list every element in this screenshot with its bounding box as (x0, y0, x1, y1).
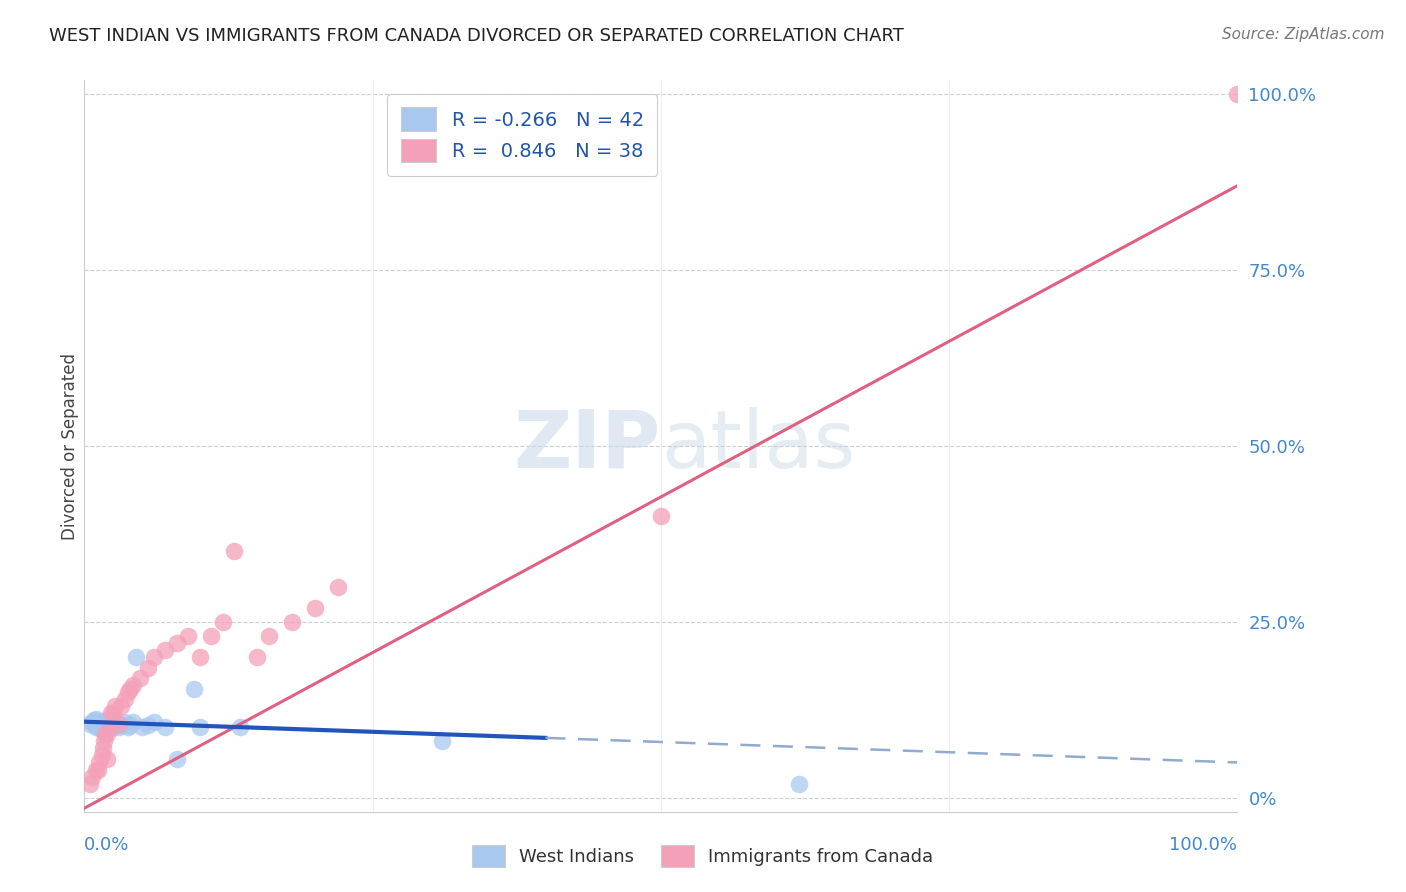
Point (91, 723, 114, 738)
Point (153, 720, 176, 734)
Point (125, 650, 148, 665)
Point (94, 716, 117, 731)
Point (87, 763, 110, 777)
Point (105, 714, 128, 729)
Point (1226, 87, 1249, 102)
Point (82, 770, 104, 784)
Point (96, 722, 118, 736)
Point (100, 716, 122, 731)
Point (91, 741, 114, 756)
Point (136, 660, 159, 674)
Point (166, 636, 188, 650)
Point (98, 720, 121, 734)
Point (117, 685, 139, 699)
Point (94, 727, 117, 741)
Point (79, 776, 101, 790)
Point (89, 756, 111, 770)
Y-axis label: Divorced or Separated: Divorced or Separated (62, 352, 80, 540)
Point (97, 714, 120, 729)
Point (83, 714, 105, 728)
Point (96, 718, 118, 732)
Point (200, 629, 222, 643)
Point (96, 714, 118, 728)
Point (120, 718, 142, 732)
Text: WEST INDIAN VS IMMIGRANTS FROM CANADA DIVORCED OR SEPARATED CORRELATION CHART: WEST INDIAN VS IMMIGRANTS FROM CANADA DI… (49, 27, 904, 45)
Point (84, 712, 107, 726)
Point (98, 720, 121, 734)
Point (120, 681, 142, 696)
Point (104, 716, 127, 731)
Point (110, 699, 132, 714)
Point (96, 727, 118, 741)
Point (430, 734, 453, 748)
Point (84, 720, 107, 734)
Point (326, 580, 349, 594)
Point (142, 650, 165, 665)
Point (82, 714, 104, 729)
Point (229, 720, 252, 734)
Text: atlas: atlas (661, 407, 855, 485)
Text: ZIP: ZIP (513, 407, 661, 485)
Point (281, 615, 304, 629)
Point (211, 615, 233, 629)
Point (90, 748, 112, 763)
Point (257, 629, 280, 643)
Text: 100.0%: 100.0% (1170, 837, 1237, 855)
Point (114, 692, 136, 706)
Point (650, 509, 672, 524)
Point (114, 714, 136, 729)
Point (84, 763, 107, 777)
Legend: West Indians, Immigrants from Canada: West Indians, Immigrants from Canada (465, 838, 941, 874)
Point (84, 718, 107, 732)
Point (787, 776, 810, 790)
Point (188, 650, 211, 665)
Point (153, 643, 176, 657)
Point (89, 718, 111, 732)
Point (121, 714, 143, 729)
Point (79, 716, 101, 731)
Point (90, 714, 112, 729)
Text: 0.0%: 0.0% (84, 837, 129, 855)
Point (121, 678, 143, 692)
Point (104, 699, 127, 714)
Point (183, 681, 205, 696)
Point (177, 629, 200, 643)
Point (108, 716, 131, 731)
Point (101, 714, 124, 729)
Point (166, 752, 188, 766)
Point (93, 719, 115, 733)
Point (110, 718, 132, 732)
Point (188, 720, 211, 734)
Point (117, 720, 139, 734)
Point (142, 714, 165, 729)
Point (93, 734, 115, 748)
Point (87, 720, 110, 734)
Point (131, 720, 153, 734)
Legend: R = -0.266   N = 42, R =  0.846   N = 38: R = -0.266 N = 42, R = 0.846 N = 38 (388, 94, 658, 176)
Point (103, 706, 124, 721)
Point (89, 716, 111, 731)
Point (108, 720, 131, 734)
Point (96, 752, 118, 766)
Point (84, 715, 107, 730)
Point (224, 544, 246, 558)
Point (128, 671, 150, 685)
Point (103, 720, 124, 734)
Point (103, 718, 125, 732)
Point (136, 718, 159, 732)
Point (100, 706, 122, 721)
Point (246, 650, 269, 665)
Point (304, 600, 326, 615)
Text: Source: ZipAtlas.com: Source: ZipAtlas.com (1222, 27, 1385, 42)
